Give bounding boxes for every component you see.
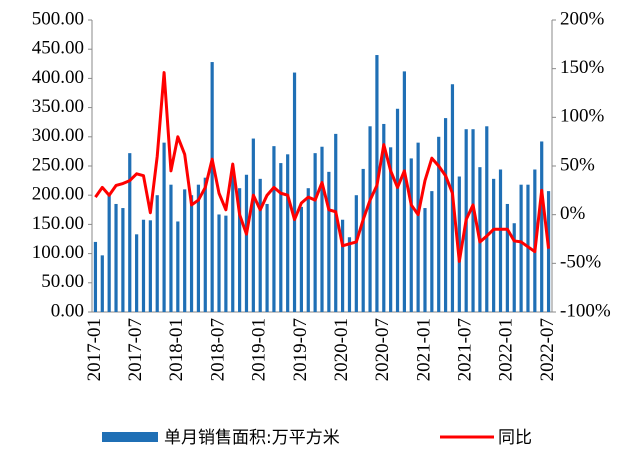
y-tick-label: 200.00 bbox=[32, 184, 84, 205]
bar bbox=[416, 142, 420, 312]
bar bbox=[437, 136, 441, 312]
bar bbox=[498, 169, 503, 312]
x-tick-label: 2020-07 bbox=[372, 318, 393, 381]
bar bbox=[189, 195, 194, 312]
bar bbox=[519, 184, 523, 312]
y-tick-label: 500.00 bbox=[32, 8, 84, 29]
bar bbox=[128, 153, 132, 312]
bar bbox=[279, 163, 283, 312]
y2-tick-label: 200% bbox=[560, 8, 605, 29]
bar bbox=[409, 158, 413, 312]
x-tick-label: 2022-01 bbox=[496, 318, 517, 381]
bar bbox=[457, 176, 461, 312]
bar bbox=[176, 221, 180, 312]
bar bbox=[93, 241, 98, 312]
bar bbox=[485, 126, 489, 313]
bar bbox=[203, 177, 207, 312]
bar bbox=[540, 141, 544, 312]
y-tick-label: 50.00 bbox=[41, 271, 84, 292]
bar bbox=[361, 168, 365, 312]
line bbox=[94, 71, 551, 263]
x-tick-label: 2021-01 bbox=[413, 318, 434, 381]
y-tick-label: 100.00 bbox=[32, 242, 84, 263]
bar bbox=[306, 188, 310, 312]
bar bbox=[512, 223, 516, 312]
x-tick-label: 2017-07 bbox=[125, 318, 146, 381]
bar bbox=[389, 147, 393, 312]
bar bbox=[347, 237, 352, 312]
bar bbox=[265, 203, 269, 312]
y-tick-label: 400.00 bbox=[32, 67, 84, 88]
x-tick-label: 2018-01 bbox=[166, 318, 187, 381]
bar bbox=[238, 188, 242, 312]
bar bbox=[272, 146, 276, 312]
bar bbox=[169, 184, 173, 312]
bar bbox=[107, 195, 111, 312]
bar bbox=[135, 234, 139, 312]
bar bbox=[183, 189, 187, 312]
legend-label: 同比 bbox=[498, 428, 532, 448]
bar bbox=[299, 206, 304, 312]
y2-tick-label: 100% bbox=[560, 106, 605, 127]
bar bbox=[217, 214, 221, 312]
bar bbox=[313, 153, 317, 312]
bar bbox=[155, 195, 159, 312]
bar bbox=[327, 171, 331, 312]
legend-label: 单月销售面积:万平方米 bbox=[164, 428, 340, 448]
bar bbox=[395, 108, 400, 312]
bar bbox=[334, 133, 338, 312]
x-tick-label: 2019-01 bbox=[249, 318, 270, 381]
bar bbox=[423, 208, 427, 312]
y-tick-label: 0.00 bbox=[51, 300, 84, 321]
x-tick-label: 2018-07 bbox=[207, 318, 228, 381]
bar bbox=[162, 142, 166, 312]
x-tick-label: 2022-07 bbox=[537, 318, 558, 381]
y-tick-label: 300.00 bbox=[32, 125, 84, 146]
bar bbox=[100, 255, 104, 312]
y-tick-label: 250.00 bbox=[32, 154, 84, 175]
y-tick-label: 350.00 bbox=[32, 96, 84, 117]
x-tick-label: 2021-07 bbox=[455, 318, 476, 381]
y2-tick-label: -100% bbox=[560, 300, 611, 321]
bar bbox=[292, 72, 297, 312]
y2-tick-label: -50% bbox=[560, 252, 601, 273]
legend-swatch bbox=[102, 432, 158, 442]
bar bbox=[231, 174, 235, 312]
bar bbox=[382, 123, 386, 313]
y2-tick-label: 50% bbox=[560, 154, 595, 175]
bar bbox=[114, 203, 118, 312]
bar bbox=[546, 191, 551, 312]
bar bbox=[224, 215, 228, 312]
bar bbox=[368, 126, 372, 313]
x-tick-label: 2017-01 bbox=[84, 318, 105, 381]
bar bbox=[244, 174, 249, 312]
y2-tick-label: 150% bbox=[560, 57, 605, 78]
bar bbox=[505, 203, 509, 312]
bar bbox=[141, 219, 146, 312]
bar bbox=[354, 195, 358, 312]
bar bbox=[121, 208, 125, 312]
bar bbox=[402, 71, 406, 312]
bar bbox=[443, 118, 448, 312]
bar bbox=[492, 178, 496, 312]
y-tick-label: 150.00 bbox=[32, 213, 84, 234]
x-tick-label: 2020-01 bbox=[331, 318, 352, 381]
y-tick-label: 450.00 bbox=[32, 38, 84, 59]
bar bbox=[148, 220, 152, 312]
bar bbox=[196, 184, 201, 312]
bar bbox=[286, 154, 290, 312]
bar bbox=[258, 178, 262, 312]
x-tick-label: 2019-07 bbox=[290, 318, 311, 381]
bar bbox=[340, 219, 345, 312]
bar bbox=[251, 138, 255, 312]
bar bbox=[320, 146, 324, 312]
bar bbox=[430, 191, 434, 312]
y2-tick-label: 0% bbox=[560, 203, 586, 224]
bar bbox=[210, 62, 214, 312]
bar bbox=[471, 129, 475, 312]
